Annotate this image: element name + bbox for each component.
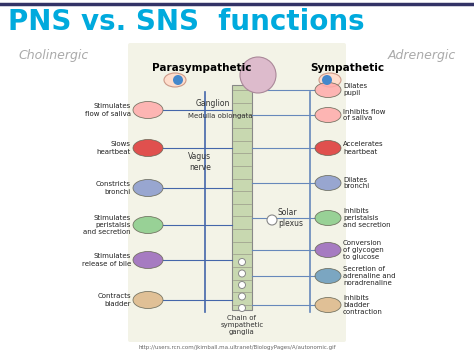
Circle shape — [238, 258, 246, 266]
Text: Stimulates
peristalsis
and secretion: Stimulates peristalsis and secretion — [83, 215, 131, 235]
Ellipse shape — [315, 108, 341, 122]
Ellipse shape — [164, 73, 186, 87]
Circle shape — [238, 270, 246, 277]
Ellipse shape — [315, 175, 341, 191]
Text: Adrenergic: Adrenergic — [388, 49, 456, 61]
Ellipse shape — [133, 291, 163, 308]
Circle shape — [322, 75, 332, 85]
Text: Inhibits
bladder
contraction: Inhibits bladder contraction — [343, 295, 383, 315]
Text: http://users.rcn.com/jkimball.ma.ultranet/BiologyPages/A/autonomic.gif: http://users.rcn.com/jkimball.ma.ultrane… — [138, 345, 336, 350]
Text: Dilates
bronchi: Dilates bronchi — [343, 176, 369, 190]
Text: Secretion of
adrenaline and
noradrenaline: Secretion of adrenaline and noradrenalin… — [343, 266, 395, 286]
Bar — [232, 85, 252, 310]
Text: Stimulates
flow of saliva: Stimulates flow of saliva — [85, 104, 131, 116]
Text: Dilates
pupil: Dilates pupil — [343, 83, 367, 97]
Text: PNS vs. SNS  functions: PNS vs. SNS functions — [8, 8, 365, 36]
Ellipse shape — [133, 251, 163, 268]
Circle shape — [240, 57, 276, 93]
Circle shape — [238, 305, 246, 311]
Circle shape — [267, 215, 277, 225]
Text: Parasympathetic: Parasympathetic — [152, 63, 252, 73]
Ellipse shape — [133, 140, 163, 157]
Ellipse shape — [315, 141, 341, 155]
Text: Sympathetic: Sympathetic — [310, 63, 384, 73]
Text: Conversion
of glycogen
to glucose: Conversion of glycogen to glucose — [343, 240, 384, 260]
Ellipse shape — [315, 268, 341, 284]
Ellipse shape — [315, 297, 341, 312]
Ellipse shape — [315, 242, 341, 257]
Ellipse shape — [133, 180, 163, 197]
Text: Vagus
nerve: Vagus nerve — [189, 152, 211, 172]
Text: Slows
heartbeat: Slows heartbeat — [97, 142, 131, 154]
FancyBboxPatch shape — [128, 43, 346, 342]
Ellipse shape — [133, 102, 163, 119]
Text: Chain of
sympathetic
ganglia: Chain of sympathetic ganglia — [220, 315, 264, 335]
Text: Medulla oblongata: Medulla oblongata — [188, 113, 252, 119]
Ellipse shape — [315, 82, 341, 98]
Circle shape — [173, 75, 183, 85]
Ellipse shape — [315, 211, 341, 225]
Text: Cholinergic: Cholinergic — [18, 49, 88, 61]
Text: Inhibits
peristalsis
and secretion: Inhibits peristalsis and secretion — [343, 208, 391, 228]
Circle shape — [238, 282, 246, 289]
Text: Solar
plexus: Solar plexus — [278, 208, 303, 228]
Text: Contracts
bladder: Contracts bladder — [97, 294, 131, 306]
Text: Inhibits flow
of saliva: Inhibits flow of saliva — [343, 109, 385, 121]
Text: Ganglion: Ganglion — [196, 98, 230, 108]
Ellipse shape — [319, 73, 341, 87]
Ellipse shape — [133, 217, 163, 234]
Text: Accelerates
heartbeat: Accelerates heartbeat — [343, 142, 383, 154]
Text: Stimulates
release of bile: Stimulates release of bile — [82, 253, 131, 267]
Text: Constricts
bronchi: Constricts bronchi — [96, 181, 131, 195]
Circle shape — [238, 293, 246, 300]
